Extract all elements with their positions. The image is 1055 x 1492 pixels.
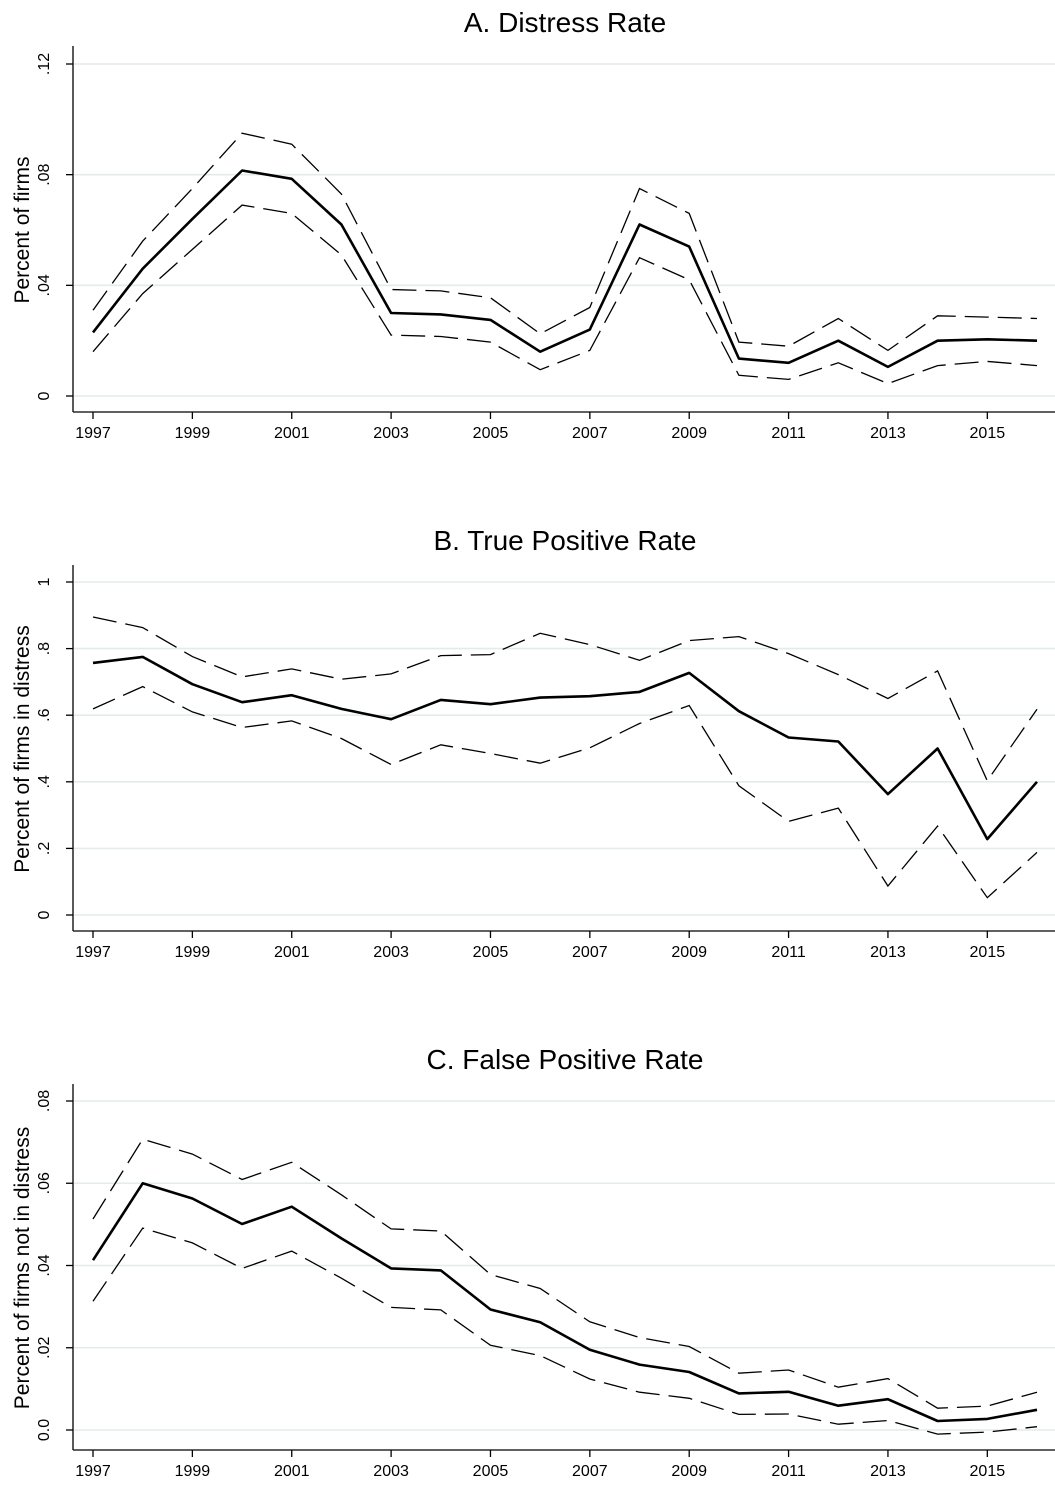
x-tick-label: 1999 (175, 944, 211, 961)
x-tick-label: 2015 (970, 1463, 1006, 1480)
x-tick-label: 2001 (274, 944, 310, 961)
panel-distress-rate: A. Distress Rate Percent of firms 0 .04 .0… (11, 7, 1055, 442)
x-tick-label: 2013 (870, 425, 906, 442)
y-tick-label: .6 (36, 708, 53, 721)
y-tick-label: 0 (36, 910, 53, 919)
panel-true-positive-rate: B. True Positive Rate Percent of firms i… (11, 525, 1055, 961)
panel-title: B. True Positive Rate (433, 525, 696, 556)
axes: 0 .04 .08 .12 1997 1999 2001 2003 2005 2007 2009 20… (36, 46, 1055, 442)
x-tick-label: 2003 (373, 944, 409, 961)
y-tick-label: .8 (36, 642, 53, 655)
x-tick-label: 2005 (473, 1463, 509, 1480)
x-tick-label: 2009 (671, 1463, 707, 1480)
x-tick-label: 2011 (771, 944, 806, 961)
y-axis-label: Percent of firms (11, 156, 34, 303)
series-group (91, 1138, 1038, 1435)
series-line-upper-ci (92, 1138, 1038, 1409)
y-axis-label: Percent of firms in distress (11, 625, 34, 872)
y-tick-label: 0 (36, 391, 53, 400)
series-group (92, 616, 1038, 899)
x-tick-label: 2011 (771, 425, 806, 442)
y-tick-label: .02 (36, 1337, 53, 1359)
x-tick-label: 2011 (771, 1463, 806, 1480)
x-tick-label: 1999 (175, 425, 211, 442)
x-tick-label: 2005 (473, 944, 509, 961)
x-tick-label: 2005 (473, 425, 509, 442)
gridlines (74, 581, 1055, 916)
y-tick-label: .04 (36, 1254, 53, 1276)
series-line-lower-ci (92, 204, 1038, 385)
series-line-upper-ci (92, 132, 1038, 352)
axes: 0.0 .02 .04 .06 .08 1997 1999 2001 2003 2005 2007 2… (36, 1084, 1055, 1480)
series-line-estimate (91, 169, 1038, 369)
y-tick-label: .12 (36, 53, 53, 75)
x-tick-label: 2013 (870, 944, 906, 961)
gridlines (74, 63, 1055, 397)
y-tick-label: .04 (36, 274, 53, 296)
panel-title: C. False Positive Rate (427, 1044, 704, 1075)
x-tick-label: 2009 (671, 425, 707, 442)
x-tick-label: 2015 (970, 425, 1006, 442)
axes: 0 .2 .4 .6 .8 1 1997 1999 2001 2003 2005 2007 2009 20… (36, 565, 1055, 961)
y-tick-label: .2 (36, 842, 53, 855)
y-tick-label: .08 (36, 163, 53, 185)
series-line-estimate (91, 1182, 1038, 1423)
y-tick-label: .08 (36, 1090, 53, 1112)
x-tick-label: 1997 (75, 944, 111, 961)
x-tick-label: 1997 (75, 1463, 111, 1480)
series-line-estimate (92, 655, 1038, 841)
x-tick-label: 2007 (572, 944, 608, 961)
y-tick-label: .4 (36, 775, 53, 788)
x-tick-label: 2003 (373, 425, 409, 442)
y-tick-label: 0.0 (36, 1419, 53, 1441)
gridlines (74, 1100, 1055, 1431)
panel-false-positive-rate: C. False Positive Rate Percent of firms … (11, 1044, 1055, 1480)
y-tick-label: 1 (36, 577, 53, 586)
x-tick-label: 2007 (572, 425, 608, 442)
x-tick-label: 1997 (75, 425, 111, 442)
panel-title: A. Distress Rate (464, 7, 666, 38)
x-tick-label: 1999 (175, 1463, 211, 1480)
x-tick-label: 2007 (572, 1463, 608, 1480)
y-axis-label: Percent of firms not in distress (11, 1127, 34, 1409)
x-tick-label: 2003 (373, 1463, 409, 1480)
y-tick-label: .06 (36, 1172, 53, 1194)
x-tick-label: 2001 (274, 1463, 310, 1480)
series-line-upper-ci (92, 616, 1038, 783)
series-line-lower-ci (92, 685, 1038, 899)
x-tick-label: 2009 (671, 944, 707, 961)
series-line-lower-ci (92, 1227, 1038, 1435)
x-tick-label: 2001 (274, 425, 310, 442)
series-group (91, 132, 1038, 385)
x-tick-label: 2015 (970, 944, 1006, 961)
x-tick-label: 2013 (870, 1463, 906, 1480)
